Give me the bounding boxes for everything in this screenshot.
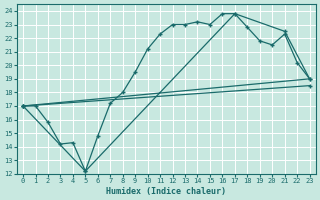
X-axis label: Humidex (Indice chaleur): Humidex (Indice chaleur) <box>106 187 226 196</box>
